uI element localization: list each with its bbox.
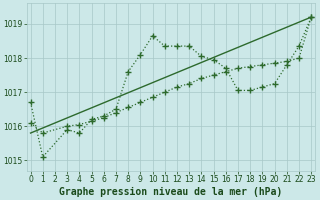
X-axis label: Graphe pression niveau de la mer (hPa): Graphe pression niveau de la mer (hPa) (59, 186, 283, 197)
